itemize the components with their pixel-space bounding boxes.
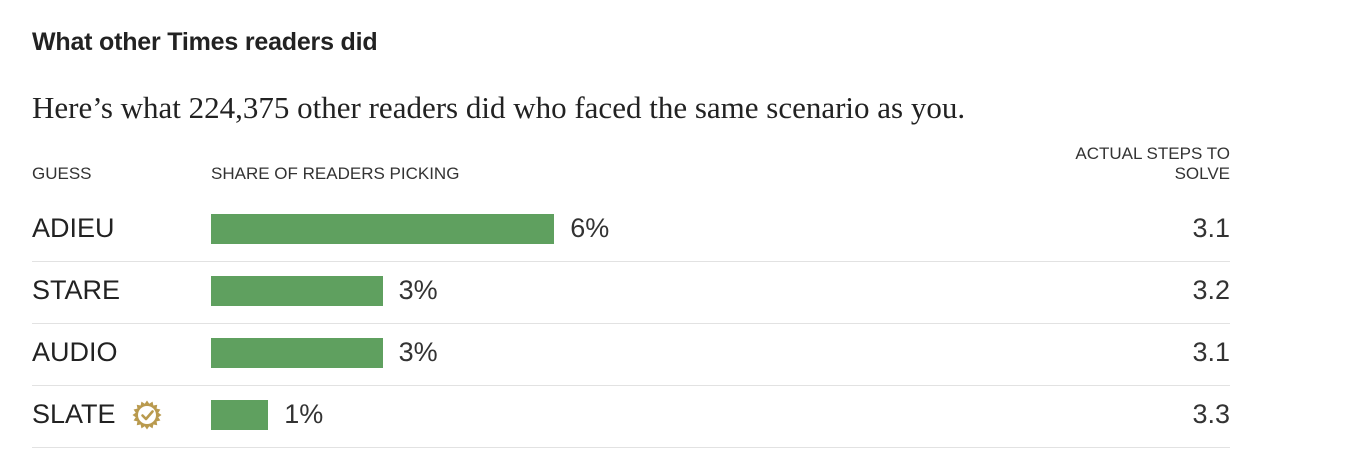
guess-word: AUDIO [32,337,118,367]
guess-label: ADIEU [32,213,115,244]
chart-subtitle: Here’s what 224,375 other readers did wh… [32,90,966,125]
guess-label: STARE [32,275,120,306]
share-percent-label: 6% [570,213,610,243]
share-percent-label: 3% [398,275,438,305]
share-percent-label: 3% [398,337,438,367]
guess-label: SLATE [32,399,162,430]
column-header-share: SHARE OF READERS PICKING [211,164,460,183]
table-row: ADIEU 6% 3.1 [32,199,1230,262]
share-bar [211,338,383,368]
steps-value: 3.3 [1192,399,1230,429]
column-header-steps-line1: ACTUAL STEPS TO [1075,144,1230,163]
share-percent-label: 1% [284,399,324,429]
share-bar [211,276,383,306]
steps-value: 3.1 [1192,213,1230,243]
column-header-guess: GUESS [32,164,92,183]
steps-value: 3.2 [1192,275,1230,305]
guess-label: AUDIO [32,337,118,368]
guess-word: STARE [32,275,121,305]
column-header-steps-line2: SOLVE [1174,164,1230,183]
chart-title: What other Times readers did [32,28,378,56]
guess-word: ADIEU [32,213,115,243]
table-row: STARE 3% 3.2 [32,261,1230,324]
steps-value: 3.1 [1192,337,1230,367]
table-row: AUDIO 3% 3.1 [32,323,1230,386]
share-bar [211,214,555,244]
table-row: SLATE 1% 3.3 [32,385,1230,448]
checkmark-badge-icon [132,400,162,430]
share-bar [211,400,269,430]
column-header-steps: ACTUAL STEPS TO SOLVE [1030,144,1230,184]
guess-word: SLATE [32,399,116,429]
